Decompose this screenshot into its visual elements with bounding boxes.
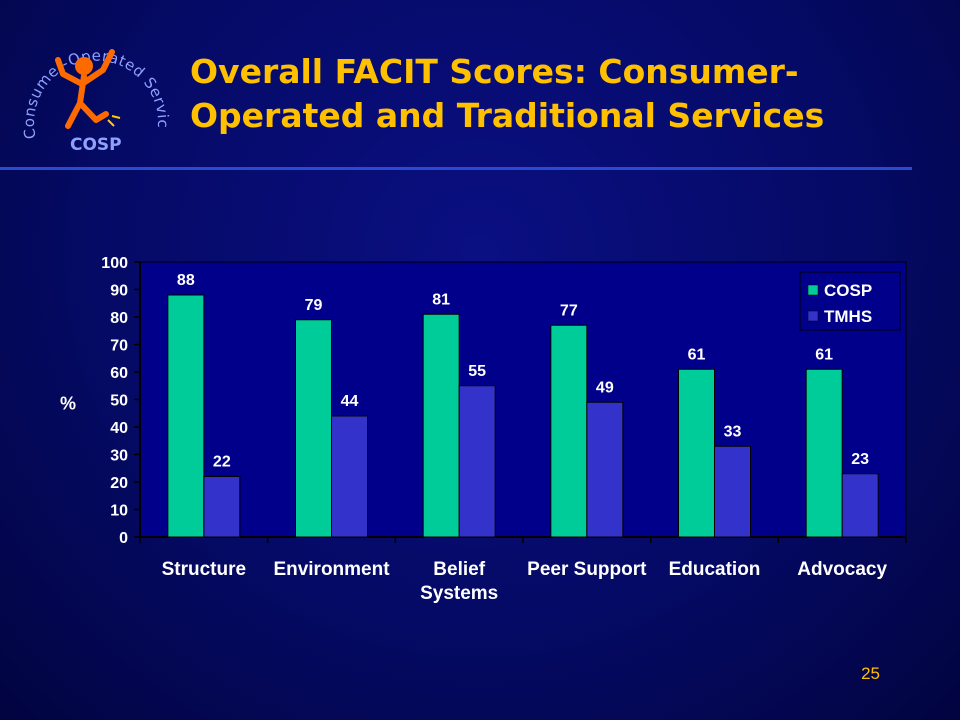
logo-abbrev: COSP bbox=[70, 135, 122, 155]
data-label: 44 bbox=[341, 393, 359, 410]
y-tick-label: 80 bbox=[110, 310, 128, 327]
data-label: 49 bbox=[596, 379, 614, 396]
data-label: 88 bbox=[177, 272, 195, 289]
data-label: 61 bbox=[815, 346, 833, 363]
data-label: 61 bbox=[688, 346, 706, 363]
bar-tmhs bbox=[203, 476, 241, 538]
y-tick-label: 10 bbox=[110, 503, 128, 520]
x-tick-label: Belief bbox=[433, 559, 485, 580]
x-tick-label: Systems bbox=[420, 583, 498, 604]
data-label: 33 bbox=[724, 423, 742, 440]
cosp-logo: Consumer-Operated Service Program COSP bbox=[8, 8, 172, 155]
bar-cosp bbox=[678, 368, 715, 538]
bars bbox=[167, 294, 879, 538]
data-label: 22 bbox=[213, 454, 231, 471]
data-label: 55 bbox=[468, 363, 486, 380]
logo-figure-icon bbox=[55, 49, 121, 129]
data-label: 81 bbox=[432, 291, 450, 308]
x-tick-label: Education bbox=[669, 559, 761, 580]
bar-cosp bbox=[422, 313, 460, 538]
x-tick-label: Peer Support bbox=[527, 559, 647, 580]
x-tick-label: Structure bbox=[162, 559, 246, 580]
legend-swatch-cosp bbox=[807, 284, 819, 296]
x-tick-label: Advocacy bbox=[797, 559, 887, 580]
bar-cosp bbox=[805, 368, 843, 538]
svg-text:Consumer-Operated Service Prog: Consumer-Operated Service Program bbox=[8, 8, 172, 140]
legend: COSP TMHS bbox=[799, 271, 901, 331]
y-tick-label: 0 bbox=[119, 530, 128, 547]
data-labels: 88 22 79 44 81 55 77 49 61 33 61 23 bbox=[177, 272, 869, 471]
y-tick-label: 50 bbox=[110, 393, 128, 410]
legend-label-cosp: COSP bbox=[824, 281, 872, 300]
bar-cosp bbox=[295, 319, 332, 538]
bar-cosp bbox=[167, 294, 205, 538]
page-title: Overall FACIT Scores: Consumer- Operated… bbox=[190, 50, 930, 138]
logo-arc-text: Consumer-Operated Service Program bbox=[8, 8, 172, 140]
y-tick-label: 70 bbox=[110, 338, 128, 355]
bar-tmhs bbox=[714, 445, 751, 538]
bar-tmhs bbox=[586, 401, 624, 538]
y-tick-label: 90 bbox=[110, 283, 128, 300]
y-tick-label: 20 bbox=[110, 475, 128, 492]
bar-tmhs bbox=[331, 415, 368, 538]
y-tick-label: 60 bbox=[110, 365, 128, 382]
data-label: 77 bbox=[560, 302, 578, 319]
title-line-2: Operated and Traditional Services bbox=[190, 96, 825, 135]
data-label: 23 bbox=[851, 451, 869, 468]
bar-chart: 0 10 20 30 40 50 60 70 80 90 100 Structure Environme… bbox=[60, 255, 907, 604]
x-tick-label: Environment bbox=[273, 559, 390, 580]
y-axis-label: % bbox=[60, 394, 76, 414]
bar-tmhs bbox=[458, 385, 496, 538]
legend-label-tmhs: TMHS bbox=[824, 307, 872, 326]
title-divider bbox=[0, 167, 912, 170]
title-line-1: Overall FACIT Scores: Consumer- bbox=[190, 52, 799, 91]
bar-cosp bbox=[550, 324, 588, 538]
plot-area bbox=[139, 261, 907, 538]
y-tick-label: 100 bbox=[101, 255, 128, 272]
y-tick-label: 30 bbox=[110, 448, 128, 465]
bar-tmhs bbox=[841, 473, 879, 538]
y-tick-label: 40 bbox=[110, 420, 128, 437]
page-number: 25 bbox=[861, 664, 880, 683]
axes: 0 10 20 30 40 50 60 70 80 90 100 Structure Environme… bbox=[101, 255, 907, 604]
data-label: 79 bbox=[305, 297, 323, 314]
legend-swatch-tmhs bbox=[807, 310, 819, 322]
